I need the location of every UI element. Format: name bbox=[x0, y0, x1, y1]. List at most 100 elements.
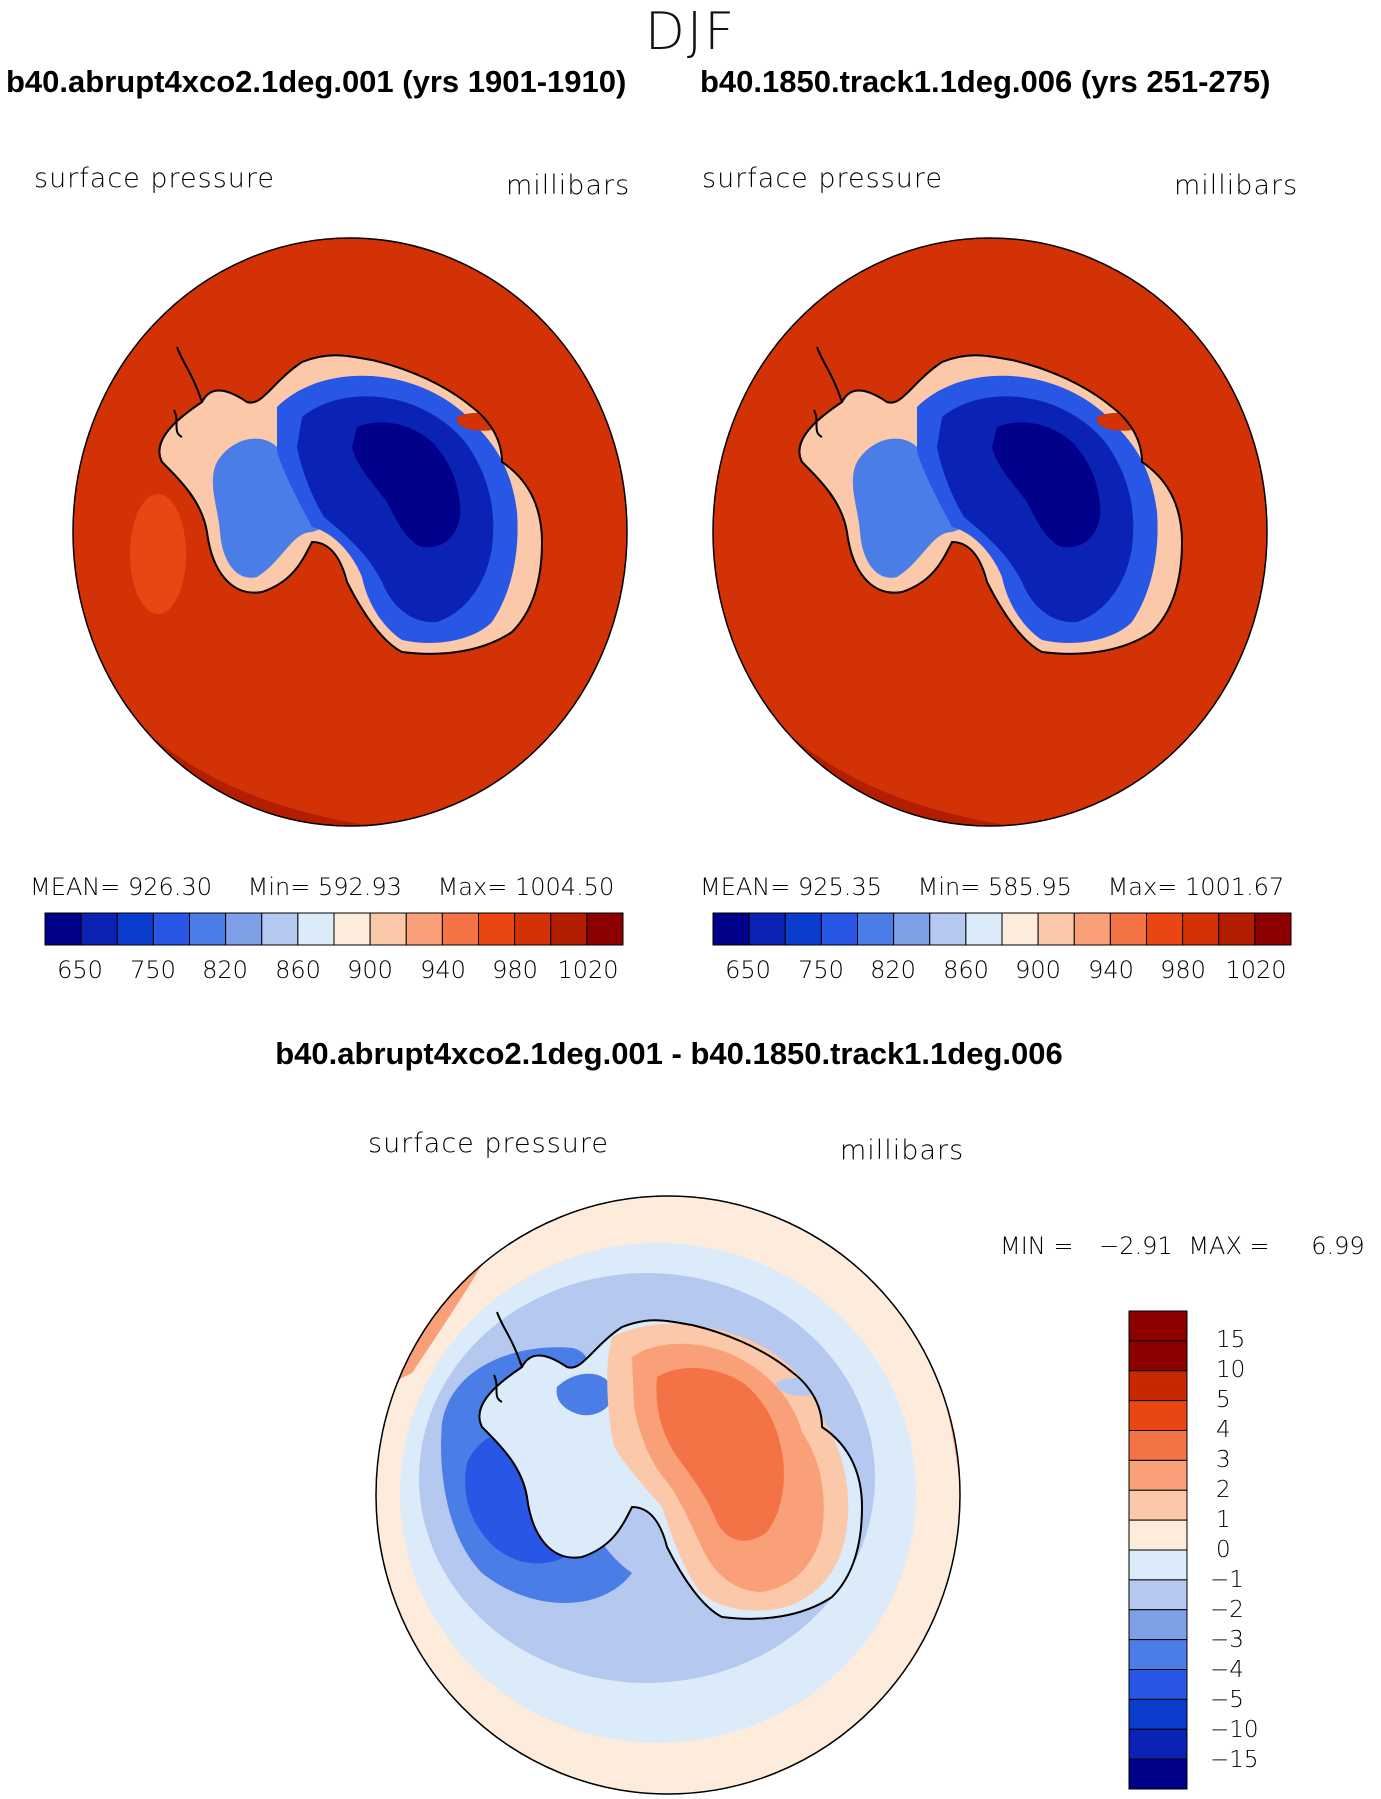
panel1-mean-value: 926.30 bbox=[128, 873, 212, 901]
colorbar-box bbox=[1128, 1669, 1188, 1700]
panel1-tick: 940 bbox=[420, 956, 466, 984]
panel2-mean-value: 925.35 bbox=[798, 873, 882, 901]
diff-tick: 15 bbox=[1216, 1327, 1246, 1353]
panel1-stats: MEAN= 926.30 Min= 592.93 Max= 1004.50 bbox=[30, 873, 614, 901]
colorbar-box bbox=[1128, 1728, 1188, 1760]
panel2-units: millibars bbox=[1174, 170, 1299, 201]
colorbar-box bbox=[405, 912, 443, 946]
panel1-colorbar bbox=[44, 912, 624, 946]
panel2-mean-label: MEAN= bbox=[700, 873, 791, 901]
diff-tick: 5 bbox=[1216, 1387, 1231, 1413]
colorbar-box bbox=[478, 912, 516, 946]
colorbar-box bbox=[1109, 912, 1147, 946]
diff-east-core bbox=[656, 1367, 784, 1541]
panel1-title: b40.abrupt4xco2.1deg.001 (yrs 1901-1910) bbox=[6, 64, 627, 99]
colorbar-box bbox=[1128, 1370, 1188, 1402]
diff-inlet bbox=[776, 1377, 824, 1396]
diff-min-label: MIN = bbox=[1000, 1232, 1074, 1260]
diff-tick: −10 bbox=[1210, 1717, 1259, 1743]
panel1-min-label: Min= bbox=[247, 873, 311, 901]
panel1-coastline bbox=[158, 354, 544, 655]
diff-tick: 0 bbox=[1216, 1537, 1231, 1563]
panel1-tick: 820 bbox=[202, 956, 248, 984]
colorbar-box bbox=[820, 912, 858, 946]
diff-tick: −15 bbox=[1210, 1747, 1259, 1773]
diff-max-label: MAX = bbox=[1188, 1232, 1270, 1260]
panel1-ross-inlet bbox=[456, 412, 504, 431]
panel2-min-label: Min= bbox=[917, 873, 981, 901]
panel1-mean-label: MEAN= bbox=[30, 873, 121, 901]
colorbar-box bbox=[225, 912, 263, 946]
colorbar-box bbox=[1037, 912, 1075, 946]
colorbar-box bbox=[748, 912, 786, 946]
panel2-tick: 750 bbox=[798, 956, 844, 984]
diff-tick: 3 bbox=[1216, 1447, 1231, 1473]
diff-tick: 1 bbox=[1216, 1507, 1231, 1533]
diff-tick: −5 bbox=[1210, 1687, 1244, 1713]
colorbar-box bbox=[1128, 1459, 1188, 1491]
colorbar-box bbox=[1128, 1758, 1188, 1790]
panel2-colorbar bbox=[712, 912, 1292, 946]
colorbar-box bbox=[857, 912, 895, 946]
panel2-tick: 820 bbox=[870, 956, 916, 984]
panel2-coastline bbox=[798, 354, 1184, 655]
diff-peninsula bbox=[493, 1311, 523, 1403]
colorbar-box bbox=[333, 912, 371, 946]
diff-west-ant-negative bbox=[556, 1373, 613, 1416]
panel1-pacific-low bbox=[130, 494, 186, 614]
diff-tick: −2 bbox=[1210, 1597, 1244, 1623]
panel1-tick: 900 bbox=[347, 956, 393, 984]
colorbar-box bbox=[514, 912, 552, 946]
panel2-title: b40.1850.track1.1deg.006 (yrs 251-275) bbox=[700, 64, 1271, 99]
colorbar-box bbox=[1073, 912, 1111, 946]
panel2-tick: 980 bbox=[1160, 956, 1206, 984]
panel2-map bbox=[712, 237, 1268, 827]
colorbar-box bbox=[116, 912, 154, 946]
panel1-tick: 980 bbox=[492, 956, 538, 984]
colorbar-box bbox=[80, 912, 118, 946]
diff-tick: −1 bbox=[1210, 1567, 1244, 1593]
colorbar-box bbox=[1128, 1430, 1188, 1461]
diff-tick: 2 bbox=[1216, 1477, 1231, 1503]
panel1-tick: 1020 bbox=[557, 956, 619, 984]
panel2-max-value: 1001.67 bbox=[1184, 873, 1285, 901]
colorbar-box bbox=[1128, 1579, 1188, 1611]
colorbar-box bbox=[1001, 912, 1039, 946]
diff-colorbar-labels: 15 10 5 4 3 2 1 0 −1 −2 −3 −4 −5 −10 −15 bbox=[1210, 1310, 1300, 1790]
panel1-tick: 650 bbox=[57, 956, 103, 984]
panel2-stats: MEAN= 925.35 Min= 585.95 Max= 1001.67 bbox=[700, 873, 1284, 901]
colorbar-box bbox=[189, 912, 227, 946]
colorbar-box bbox=[1218, 912, 1256, 946]
colorbar-box bbox=[1128, 1400, 1188, 1431]
colorbar-box bbox=[712, 912, 750, 946]
colorbar-box bbox=[152, 912, 190, 946]
panel2-ross-inlet bbox=[1096, 412, 1144, 431]
colorbar-box bbox=[1128, 1340, 1188, 1372]
colorbar-box bbox=[784, 912, 822, 946]
colorbar-box bbox=[369, 912, 407, 946]
panel2-tick: 900 bbox=[1015, 956, 1061, 984]
colorbar-box bbox=[441, 912, 479, 946]
panel1-map-border bbox=[72, 237, 628, 827]
diff-map bbox=[375, 1195, 961, 1795]
panel1-variable: surface pressure bbox=[34, 163, 275, 194]
diff-colorbar bbox=[1128, 1310, 1188, 1790]
diff-units: millibars bbox=[840, 1135, 965, 1166]
panel1-min-value: 592.93 bbox=[317, 873, 402, 901]
panel2-max-label: Max= bbox=[1107, 873, 1178, 901]
diff-max-value: 6.99 bbox=[1311, 1232, 1365, 1260]
diff-coastline bbox=[478, 1319, 864, 1620]
colorbar-box bbox=[1182, 912, 1220, 946]
panel2-colorbar-ticks: 650 750 820 860 900 940 980 1020 bbox=[712, 956, 1292, 986]
diff-variable: surface pressure bbox=[368, 1128, 609, 1159]
colorbar-box bbox=[1146, 912, 1184, 946]
panel1-plateau bbox=[352, 422, 461, 548]
panel1-colorbar-ticks: 650 750 820 860 900 940 980 1020 bbox=[44, 956, 624, 986]
diff-map-border bbox=[375, 1195, 961, 1795]
diff-stats: MIN = −2.91 MAX = 6.99 bbox=[1000, 1232, 1365, 1260]
panel1-peninsula bbox=[173, 346, 203, 438]
panel2-tick: 650 bbox=[725, 956, 771, 984]
panel1-max-value: 1004.50 bbox=[514, 873, 615, 901]
colorbar-box bbox=[965, 912, 1003, 946]
colorbar-box bbox=[261, 912, 299, 946]
